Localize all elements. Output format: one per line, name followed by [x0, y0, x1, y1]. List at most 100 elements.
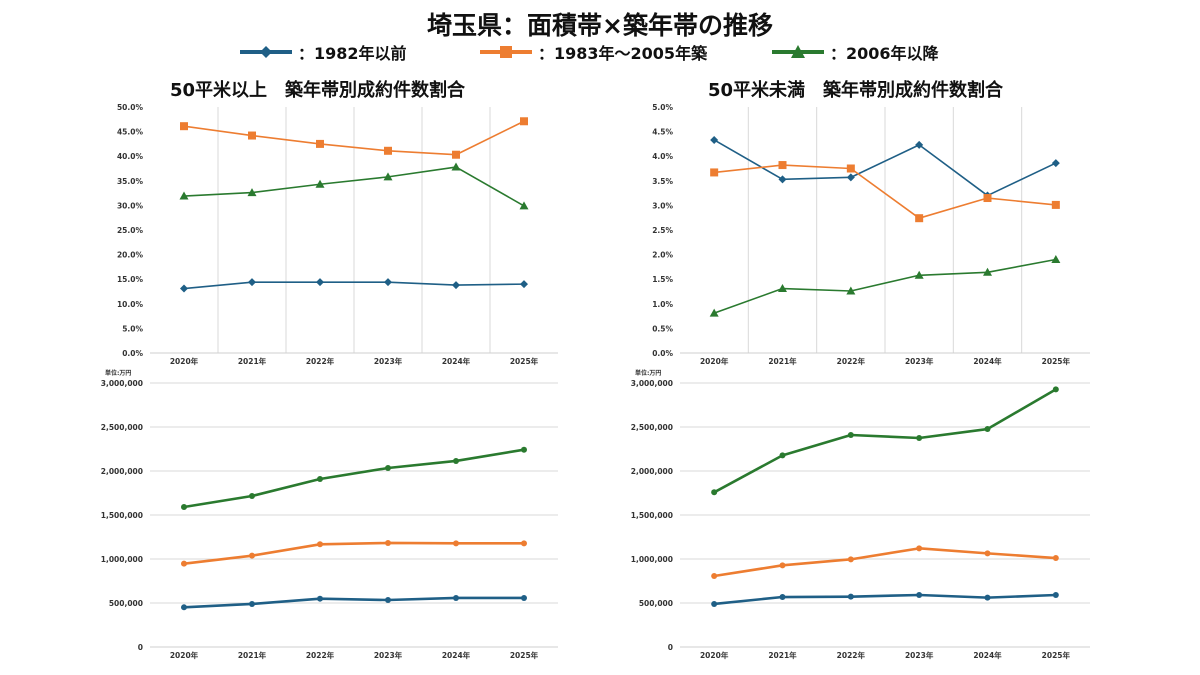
data-point-square [180, 122, 188, 131]
data-point-diamond [1051, 159, 1060, 168]
data-point-circle [779, 594, 786, 601]
x-tick-label: 2023年 [905, 356, 934, 366]
data-point-square [1051, 200, 1060, 209]
x-tick-label: 2020年 [700, 650, 729, 660]
y-tick-label: 0 [138, 643, 143, 652]
data-point-triangle [709, 308, 719, 317]
y-tick-label: 10.0% [117, 300, 144, 309]
data-point-circle [453, 540, 459, 547]
y-tick-label: 0 [668, 643, 673, 652]
data-point-diamond [915, 140, 924, 149]
data-point-circle [181, 604, 187, 611]
data-point-triangle [247, 188, 257, 197]
y-tick-label: 1.0% [652, 300, 673, 309]
unit-label: 単位:万円 [635, 369, 661, 377]
page-title: 埼玉県：面積帯×築年帯の推移 [427, 11, 773, 40]
y-tick-label: 0.5% [652, 324, 673, 333]
data-point-square [915, 214, 924, 223]
chart-3: 0 500,000 1,000,000 1,500,000 2,000,000 2,500… [631, 369, 1090, 660]
series-line [183, 281, 525, 290]
data-point-circle [317, 476, 323, 483]
data-point-triangle [914, 270, 924, 279]
data-point-diamond [710, 135, 719, 144]
x-tick-label: 2021年 [238, 650, 267, 660]
y-tick-label: 5.0% [652, 103, 673, 112]
y-tick-label: 30.0% [117, 201, 144, 210]
x-tick-label: 2023年 [905, 650, 934, 660]
diamond-marker-icon [240, 46, 292, 58]
y-tick-label: 35.0% [117, 177, 144, 186]
x-tick-label: 2020年 [170, 650, 199, 660]
chart-title-50-under: 50平米未満 築年帯別成約件数割合 [708, 80, 1004, 101]
y-tick-label: 2,000,000 [101, 467, 143, 476]
data-point-diamond [520, 280, 528, 289]
data-point-circle [385, 539, 391, 546]
data-point-circle [711, 600, 718, 607]
data-point-circle [181, 503, 187, 510]
unit-label: 単位:万円 [105, 369, 131, 377]
data-point-circle [385, 465, 391, 472]
data-point-circle [916, 545, 923, 552]
data-point-diamond [180, 284, 188, 293]
y-tick-label: 45.0% [117, 128, 144, 137]
x-tick-label: 2020年 [170, 356, 199, 366]
y-tick-label: 1.5% [652, 275, 673, 284]
series-line [714, 164, 1056, 219]
x-tick-label: 2024年 [973, 356, 1002, 366]
y-tick-label: 2.0% [652, 251, 673, 260]
x-tick-label: 2022年 [306, 650, 335, 660]
data-point-circle [1052, 555, 1059, 562]
data-point-triangle [983, 267, 992, 276]
data-point-square [384, 146, 392, 155]
series-line [183, 596, 524, 609]
data-point-triangle [778, 284, 787, 293]
data-point-circle [711, 489, 718, 496]
data-point-diamond [248, 278, 256, 287]
data-point-circle [847, 556, 854, 563]
data-point-circle [916, 435, 923, 441]
legend-item-1982: ：1982年以前 [238, 40, 407, 64]
data-point-diamond [316, 278, 324, 287]
data-point-diamond [846, 173, 855, 182]
data-point-circle [984, 550, 991, 557]
series-line [713, 139, 1057, 197]
data-point-circle [984, 594, 991, 601]
legend-item-2006: ：2006年以降 [770, 40, 939, 64]
data-point-square [846, 164, 855, 173]
y-tick-label: 2,500,000 [101, 423, 143, 432]
x-tick-label: 2024年 [442, 650, 471, 660]
data-point-circle [711, 572, 718, 579]
series-line [183, 166, 525, 207]
legend-item-1983-2005: ：1983年～2005年築 [478, 40, 707, 64]
data-point-triangle [1051, 255, 1061, 264]
y-tick-label: 25.0% [117, 226, 144, 235]
x-tick-label: 2020年 [700, 356, 729, 366]
y-tick-label: 1,500,000 [631, 511, 673, 520]
y-tick-label: 4.5% [652, 128, 673, 137]
chart-0: 0.0% 5.0% 10.0% 15.0% 20.0% 25.0% 30.0% 35.0% 40… [117, 103, 558, 366]
x-tick-label: 2024年 [442, 356, 471, 366]
data-point-circle [317, 595, 323, 602]
legend-label: ：1983年～2005年築 [538, 44, 708, 63]
x-tick-label: 2022年 [837, 650, 866, 660]
series-line [183, 541, 524, 565]
y-tick-label: 5.0% [122, 324, 143, 333]
x-tick-label: 2025年 [1042, 650, 1071, 660]
data-point-circle [1052, 386, 1059, 393]
y-tick-label: 0.0% [652, 349, 673, 358]
y-tick-label: 500,000 [639, 599, 673, 608]
x-tick-label: 2022年 [306, 356, 335, 366]
y-tick-label: 1,500,000 [101, 511, 143, 520]
x-tick-label: 2023年 [374, 650, 403, 660]
legend-label: ：2006年以降 [830, 44, 939, 63]
y-tick-label: 3,000,000 [101, 379, 143, 388]
data-point-circle [317, 541, 323, 548]
data-point-circle [521, 446, 527, 453]
data-point-circle [453, 594, 459, 601]
series-line [183, 120, 525, 156]
data-point-triangle [315, 179, 325, 188]
data-point-circle [521, 540, 527, 547]
data-point-square [316, 139, 324, 148]
data-point-square [248, 131, 256, 140]
